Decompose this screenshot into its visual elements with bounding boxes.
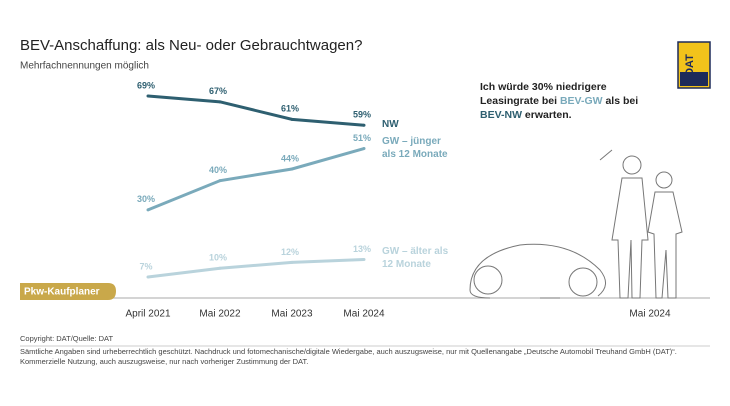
point — [218, 266, 222, 270]
x-tick-label: Mai 2023 — [271, 309, 313, 320]
data-label: 40% — [209, 165, 227, 175]
point — [218, 100, 222, 104]
callout-text: erwarten. — [522, 109, 572, 121]
x-tick-label: Mai 2024 — [343, 309, 385, 320]
point — [146, 275, 150, 279]
data-label: 44% — [281, 153, 299, 163]
x-tick-label: Mai 2022 — [199, 309, 241, 320]
callout-text: BEV-NW — [480, 109, 522, 121]
data-label: 51% — [353, 133, 371, 143]
footnote: Sämtliche Angaben sind urheberrechtlich … — [20, 347, 677, 356]
point — [146, 208, 150, 212]
badge-bg — [20, 283, 116, 300]
data-label: 59% — [353, 110, 371, 120]
logo-car — [680, 72, 708, 86]
footnote: Kommerzielle Nutzung, auch auszugsweise,… — [20, 357, 309, 366]
series-label: NW — [382, 119, 399, 131]
series-line — [147, 257, 365, 279]
point — [362, 257, 366, 261]
point — [290, 117, 294, 121]
data-label: 67% — [209, 86, 227, 96]
chart-subtitle: Mehrfachnennungen möglich — [20, 61, 149, 72]
data-label: 10% — [209, 253, 227, 263]
badge: Pkw-Kaufplaner — [24, 287, 100, 298]
x-tick-label: April 2021 — [125, 309, 170, 320]
callout-text: Ich würde 30% niedrigere Leasingrate bei — [480, 81, 607, 107]
point — [290, 260, 294, 264]
series-label: GW – älter als 12 Monate — [382, 246, 449, 271]
point — [146, 94, 150, 98]
callout-text: BEV-GW — [559, 95, 603, 107]
logo: DAT — [684, 54, 696, 76]
data-label: 69% — [137, 80, 155, 90]
series-line — [147, 94, 365, 127]
series-label: GW – jünger als 12 Monate — [382, 135, 448, 160]
data-label: 13% — [353, 244, 371, 254]
data-label: 7% — [139, 261, 152, 271]
illustration — [469, 149, 683, 299]
data-label: 12% — [281, 247, 299, 257]
data-label: 61% — [281, 104, 299, 114]
series-line — [147, 147, 365, 212]
copyright: Copyright: DAT/Quelle: DAT — [20, 334, 114, 343]
illustration-label: Mai 2024 — [629, 309, 671, 320]
chart-title: BEV-Anschaffung: als Neu- oder Gebraucht… — [20, 37, 362, 54]
point — [362, 147, 366, 151]
callout: Ich würde 30% niedrigere Leasingrate bei… — [480, 80, 642, 122]
callout-text: als bei — [602, 95, 639, 107]
point — [362, 123, 366, 127]
data-label: 30% — [137, 194, 155, 204]
point — [218, 179, 222, 183]
point — [290, 167, 294, 171]
